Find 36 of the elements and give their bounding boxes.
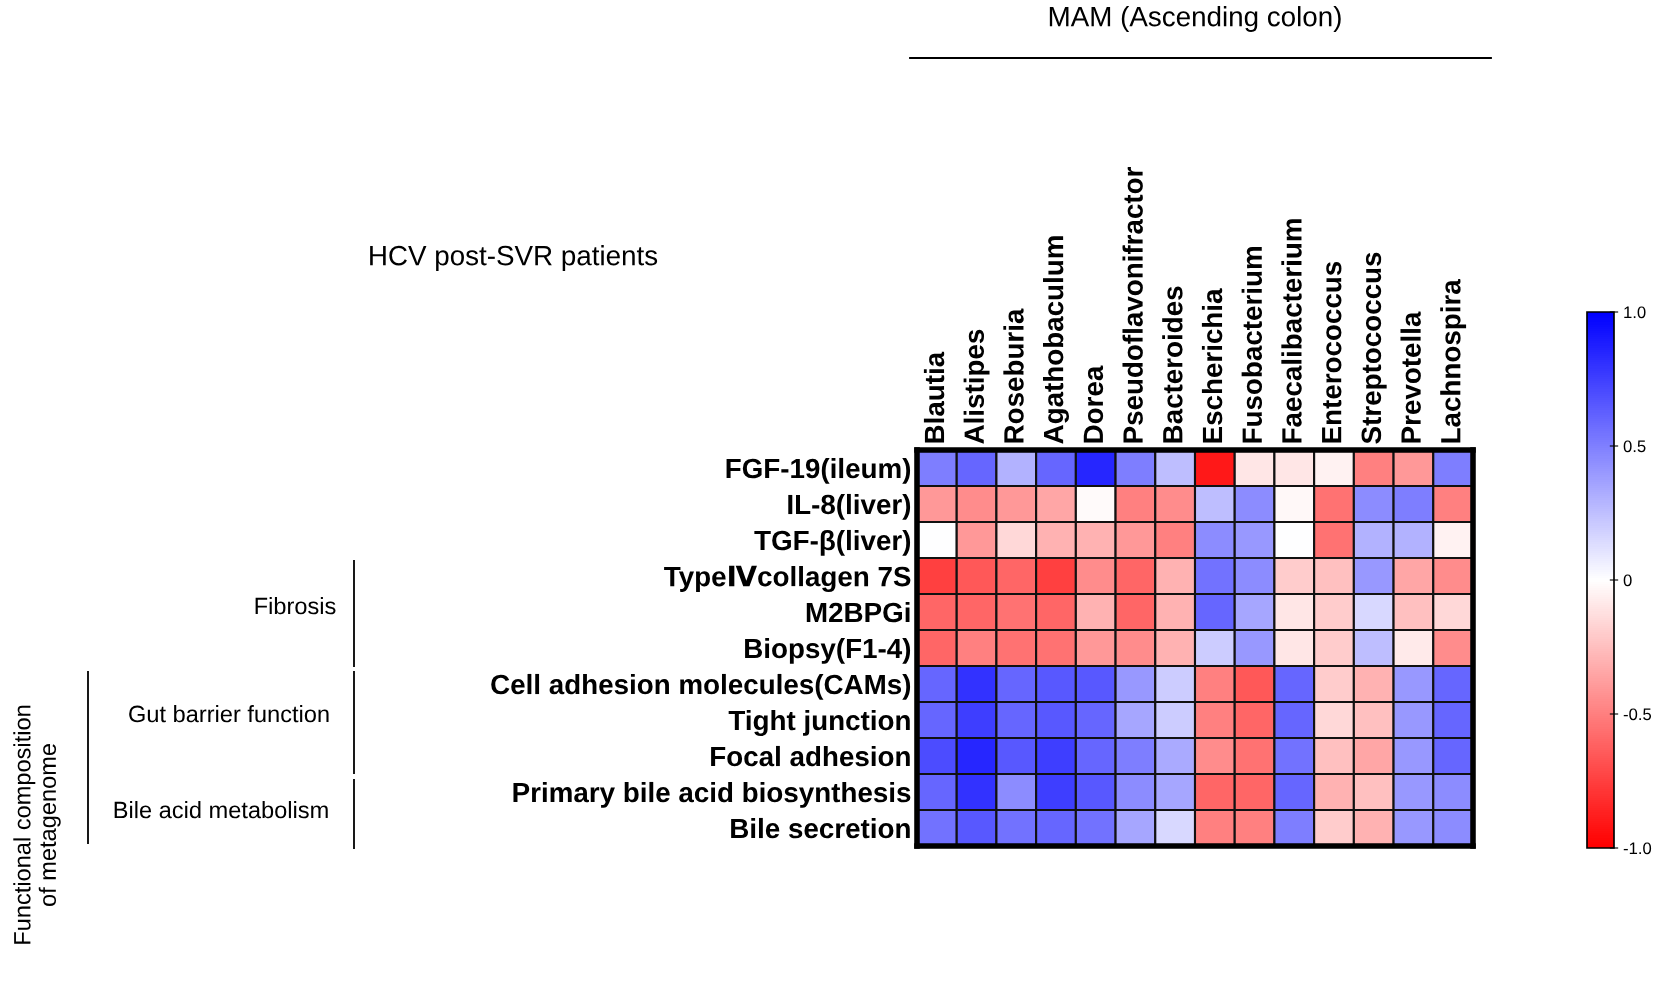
color-bar-label: 1.0: [1624, 306, 1646, 319]
y-tick-label: IL-8(liver): [788, 493, 911, 520]
x-tick-label: Pseudoflavonifractor: [1122, 167, 1143, 443]
x-tick-label: Dorea: [1083, 365, 1104, 443]
x-tick-label: Roseburia: [1003, 308, 1024, 443]
y-tick-label: FGF-19(ileum): [726, 457, 911, 484]
text: Gut barrier function: [129, 704, 329, 723]
y-tick-label: Cell adhesion molecules(CAMs): [491, 673, 911, 700]
text: Functional composition of metagenome: [13, 705, 61, 944]
color-bar-label: -1.0: [1623, 842, 1652, 855]
x-tick-label: Prevotella: [1400, 311, 1421, 443]
color-bar-label: 0: [1623, 574, 1632, 587]
y-tick-label: M2BPGi: [806, 601, 910, 623]
text: Fibrosis: [255, 596, 336, 615]
text: HCV post-SVR patients: [370, 245, 658, 271]
x-tick-label: Agathobaculum: [1042, 236, 1070, 444]
y-tick-label: Focal adhesion: [711, 745, 910, 767]
x-tick-label: Fusobacterium: [1241, 247, 1263, 443]
color-bar-label: 0.5: [1623, 440, 1646, 453]
x-tick-label: Bacteroides: [1162, 286, 1183, 443]
chart-title: MAM (Ascending colon): [1049, 6, 1341, 32]
x-tick-label: Blautia: [923, 351, 945, 443]
y-tick-label: Biopsy(F1-4): [745, 637, 911, 664]
x-tick-label: Enterococcus: [1322, 261, 1342, 443]
color-bar-label: -0.5: [1623, 708, 1652, 721]
y-tick-label: Primary bile acid biosynthesis: [513, 781, 911, 808]
x-tick-label: Faecalibacterium: [1281, 219, 1302, 443]
y-tick-label: TGF-β(liver): [754, 529, 911, 556]
x-tick-label: Escherichia: [1201, 288, 1223, 443]
y-tick-label: Bile secretion: [731, 817, 910, 839]
x-tick-label: Lachnospira: [1440, 279, 1467, 443]
text: Bile acid metabolism: [114, 800, 328, 819]
x-tick-label: Streptococcus: [1361, 252, 1387, 444]
y-tick-label: TypeⅣcollagen 7S: [664, 565, 911, 593]
x-tick-label: Alistipes: [963, 329, 990, 444]
y-tick-label: Tight junction: [728, 709, 910, 736]
